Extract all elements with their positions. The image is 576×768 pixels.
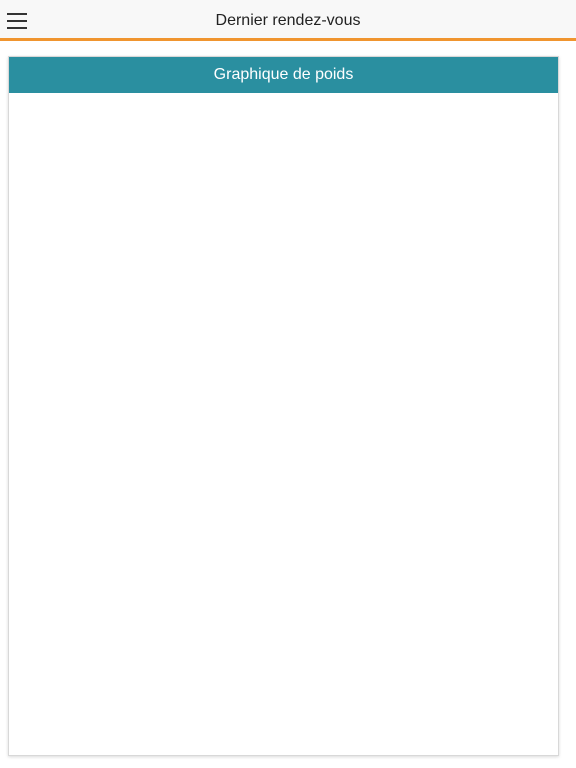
data-point: [322, 460, 331, 469]
x-tick-label: 07-03-2016: [394, 729, 450, 741]
x-tick-label: 05-03-2016: [203, 729, 259, 741]
data-point: [227, 399, 236, 408]
data-point: [37, 125, 45, 134]
y-tick-label: 89: [20, 275, 32, 287]
y-tick-label: 86: [20, 539, 32, 551]
x-tick-label: 04-03-2016: [108, 729, 164, 741]
data-point: [417, 611, 426, 620]
x-tick-label: 06-03-2016: [298, 729, 354, 741]
y-tick-label: 91: [20, 98, 32, 110]
x-tick-label: 14-03-2016: [489, 729, 545, 741]
y-tick-label: 85: [20, 628, 32, 640]
y-tick-label: 87: [20, 451, 32, 463]
hamburger-menu-icon[interactable]: [7, 11, 29, 31]
page-title: Dernier rendez-vous: [215, 12, 361, 29]
y-tick-label: 88: [20, 363, 32, 375]
y-tick-label: 90: [20, 186, 32, 198]
data-point: [513, 655, 521, 664]
y-tick-label: 84: [20, 716, 32, 728]
app-bar: Dernier rendez-vous: [0, 0, 576, 41]
x-tick-label: 03-03-2016: [11, 729, 67, 741]
data-point: [132, 204, 141, 213]
